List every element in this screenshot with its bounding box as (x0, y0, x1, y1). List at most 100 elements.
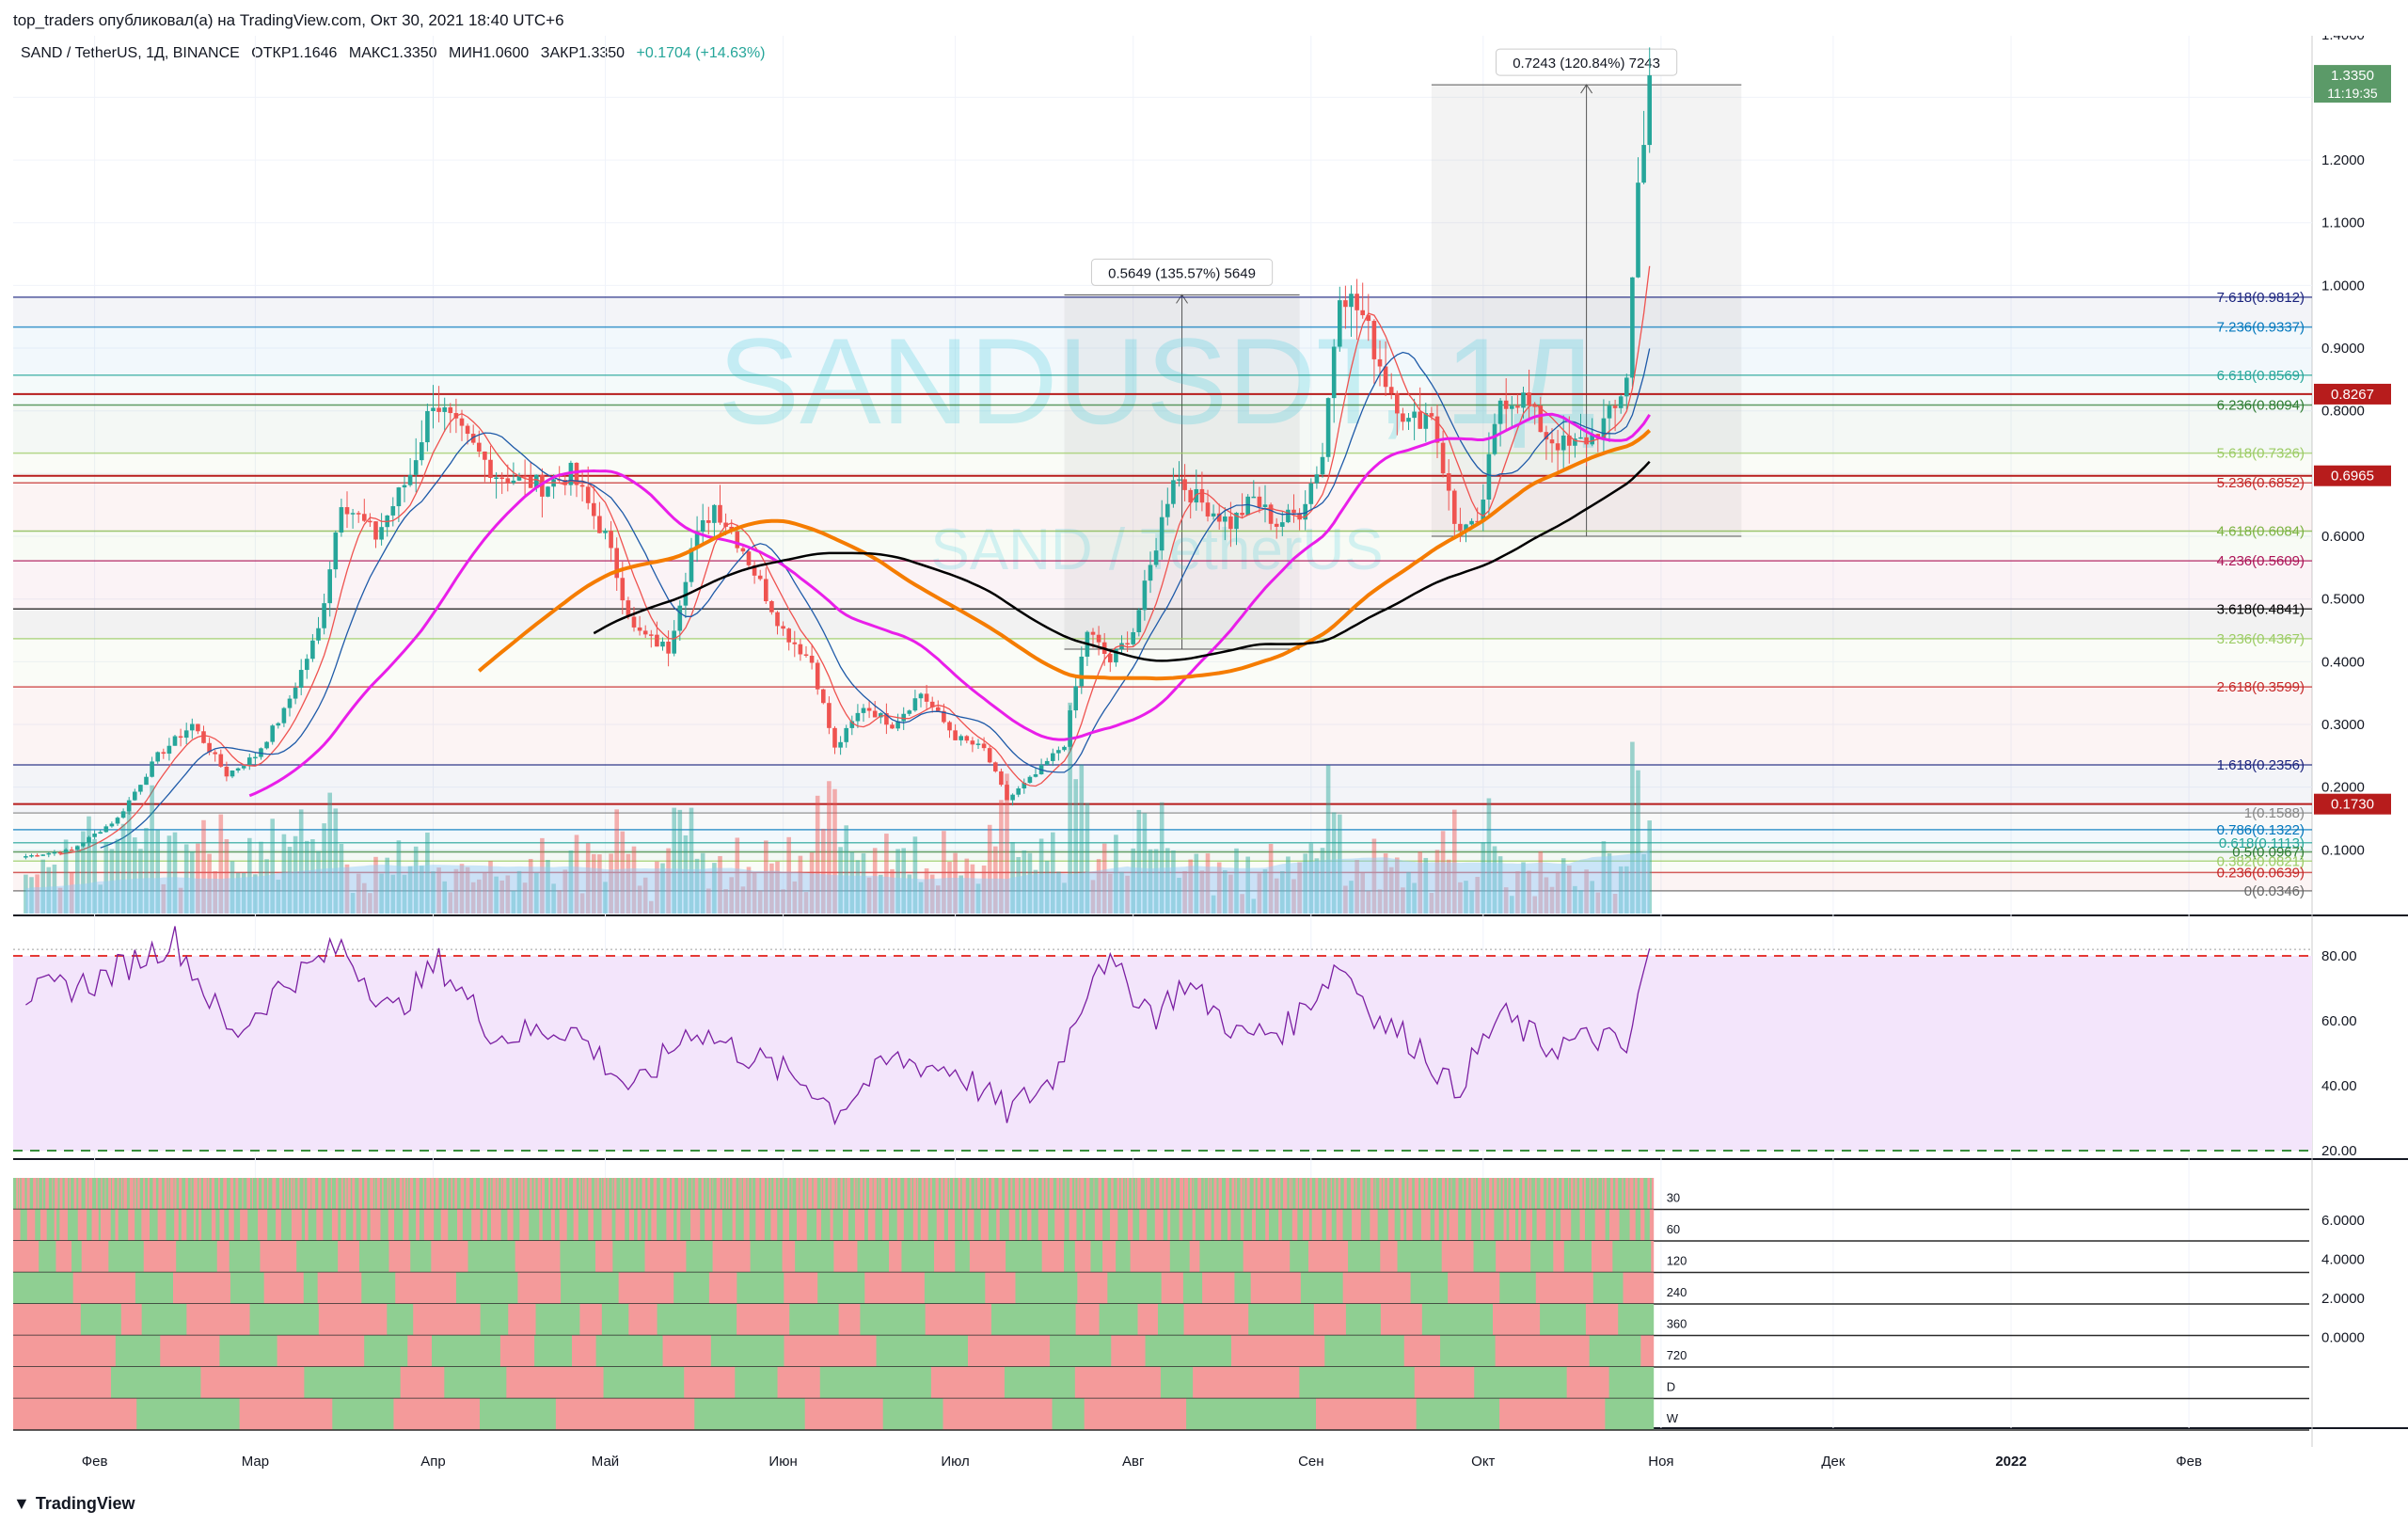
candle-body (746, 551, 752, 565)
heatmap-cell (1406, 1209, 1414, 1241)
volume-bar (75, 845, 80, 914)
heatmap-cell (301, 1209, 306, 1241)
heatmap-cell (490, 1178, 492, 1210)
heatmap-cell (1107, 1178, 1112, 1210)
heatmap-cell (573, 1209, 579, 1241)
candle-body (953, 730, 958, 740)
heatmap-cell (338, 1178, 342, 1210)
heatmap-cell (1120, 1178, 1124, 1210)
watermark-small: SAND / TetherUS (930, 517, 1383, 582)
heatmap-cell (601, 1304, 629, 1336)
volume-bar (879, 874, 883, 914)
heatmap-cell (1163, 1178, 1167, 1210)
heatmap-cell (644, 1241, 687, 1273)
fib-zone (13, 829, 2312, 843)
heatmap-cell (96, 1178, 99, 1210)
heatmap-cell (943, 1398, 1054, 1430)
candle-body (172, 736, 178, 746)
heatmap-cell (1302, 1178, 1307, 1210)
candle-body (270, 725, 275, 742)
volume-bar (201, 819, 206, 914)
heatmap-cell (1269, 1178, 1273, 1210)
heatmap-cell (1049, 1178, 1054, 1210)
heatmap-cell (568, 1178, 574, 1210)
volume-bar (528, 858, 533, 914)
volume-bar (488, 861, 493, 914)
candle-body (1016, 788, 1021, 795)
heatmap-cell (135, 1272, 174, 1304)
heatmap-cell (985, 1272, 1016, 1304)
heatmap-cell (405, 1178, 408, 1210)
volume-bar (465, 866, 470, 914)
heatmap-cell (358, 1241, 389, 1273)
heatmap-row-label: 120 (1667, 1254, 1687, 1268)
heatmap-cell (1477, 1178, 1482, 1210)
heatmap-cell (1470, 1178, 1475, 1210)
candle-body (1418, 411, 1422, 429)
volume-bar (821, 828, 826, 914)
heatmap-cell (925, 1178, 929, 1210)
heatmap-cell (1570, 1178, 1575, 1210)
heatmap-cell (1170, 1209, 1180, 1241)
volume-bar (1492, 846, 1497, 914)
heatmap-cell (456, 1178, 462, 1210)
heatmap-cell (1175, 1178, 1180, 1210)
heatmap-cell (1194, 1178, 1198, 1210)
heatmap-cell (515, 1178, 519, 1210)
volume-bar (585, 843, 591, 914)
heatmap-cell (97, 1178, 102, 1210)
heatmap-cell (1398, 1178, 1402, 1210)
heatmap-cell (166, 1209, 175, 1241)
heatmap-cell (820, 1178, 823, 1210)
heatmap-cell (330, 1178, 333, 1210)
volume-bar (884, 834, 889, 914)
heatmap-cell (480, 1178, 484, 1210)
volume-bar (305, 840, 309, 914)
heatmap-cell (1295, 1178, 1299, 1210)
heatmap-cell (1578, 1178, 1583, 1210)
volume-bar (1595, 892, 1601, 914)
heatmap-cell (181, 1209, 187, 1241)
legend-symbol[interactable]: SAND / TetherUS, 1Д, BINANCE (21, 45, 240, 61)
heatmap-cell (591, 1178, 595, 1210)
fib-level-label: 5.236(0.6852) (2217, 475, 2305, 491)
heatmap-cell (1289, 1178, 1291, 1210)
candle-body (757, 575, 763, 580)
candle-body (803, 654, 809, 657)
heatmap-cell (910, 1178, 913, 1210)
heatmap-cell (732, 1209, 737, 1241)
heatmap-cell (1473, 1178, 1476, 1210)
heatmap-cell (1094, 1209, 1103, 1241)
heatmap-cell (454, 1178, 458, 1210)
heatmap-cell (1257, 1178, 1261, 1210)
heatmap-cell (338, 1209, 341, 1241)
fib-level-label: 1.618(0.2356) (2217, 757, 2305, 773)
candle-body (1108, 653, 1113, 663)
heatmap-cell (483, 1209, 488, 1241)
heatmap-cell (1643, 1178, 1648, 1210)
heatmap-cell (755, 1178, 760, 1210)
volume-bar (178, 887, 183, 914)
heatmap-cell (517, 1272, 562, 1304)
heatmap-cell (1443, 1209, 1448, 1241)
volume-bar (706, 888, 711, 914)
heatmap-cell (893, 1178, 896, 1210)
candle-body (465, 425, 470, 435)
candle-body (436, 407, 441, 412)
heatmap-cell (76, 1178, 79, 1210)
heatmap-cell (1281, 1209, 1293, 1241)
time-tick-label: Фев (2176, 1454, 2202, 1470)
candle-body (1377, 358, 1383, 367)
heatmap-cell (1007, 1178, 1011, 1210)
heatmap-cell (57, 1178, 61, 1210)
heatmap-cell (1299, 1178, 1303, 1210)
heatmap-cell (240, 1209, 248, 1241)
heatmap-cell (1336, 1209, 1344, 1241)
heatmap-cell (13, 1209, 22, 1241)
volume-bar (1503, 887, 1509, 914)
heatmap-cell (143, 1241, 177, 1273)
heatmap-cell (137, 1178, 141, 1210)
heatmap-cell (1458, 1209, 1466, 1241)
heatmap-cell (48, 1178, 53, 1210)
